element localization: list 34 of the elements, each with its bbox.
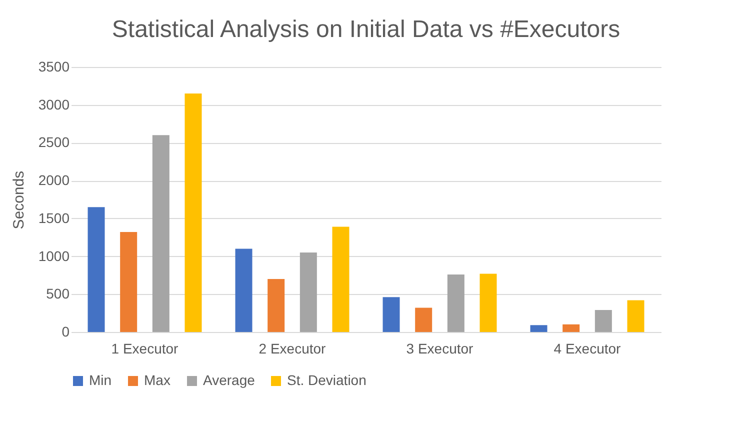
bar <box>480 274 497 332</box>
y-tick-label: 3000 <box>38 96 70 112</box>
y-tick-label: 1500 <box>38 210 70 226</box>
y-axis-title: Seconds <box>10 170 28 230</box>
bar <box>447 274 464 332</box>
x-tick-label: 2 Executor <box>258 340 326 356</box>
y-tick-label: 500 <box>46 286 70 302</box>
y-tick-label: 1000 <box>38 248 70 264</box>
bar <box>88 207 105 332</box>
bar <box>627 300 644 332</box>
bar <box>184 94 202 332</box>
x-tick-label: 3 Executor <box>406 340 474 356</box>
bar <box>415 308 432 332</box>
chart-title: Statistical Analysis on Initial Data vs #Executors <box>112 16 620 43</box>
legend-label: Max <box>144 372 170 388</box>
bar <box>332 226 350 332</box>
bar <box>235 248 252 332</box>
bar <box>594 310 612 332</box>
bar <box>268 279 285 332</box>
bar <box>530 325 548 332</box>
x-tick-label: 4 Executor <box>554 340 622 356</box>
legend-label: Min <box>89 372 112 388</box>
y-tick-label: 2000 <box>38 172 70 188</box>
legend-label: St. Deviation <box>287 372 366 388</box>
bar <box>382 297 400 332</box>
y-tick-label: 3500 <box>38 58 70 74</box>
bar <box>120 232 138 332</box>
y-tick-label: 0 <box>62 324 70 340</box>
bar <box>152 135 170 332</box>
bar <box>300 252 317 332</box>
legend-label: Average <box>203 372 256 388</box>
y-tick-label: 2500 <box>38 134 70 150</box>
bar <box>562 324 580 332</box>
x-tick-label: 1 Executor <box>111 340 179 356</box>
